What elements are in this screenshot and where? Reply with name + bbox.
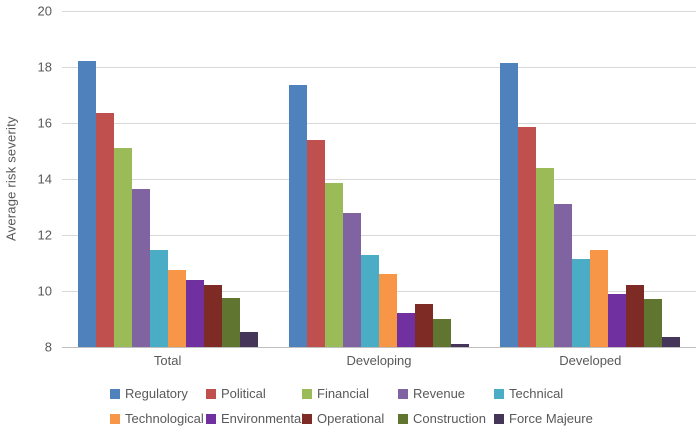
bar-construction-developed bbox=[644, 299, 663, 347]
bar-operational-developing bbox=[414, 303, 433, 347]
legend-grid: Regulatory Political Financial Revenue Techn… bbox=[110, 386, 593, 426]
legend-item-revenue: Revenue bbox=[398, 386, 494, 401]
bar-force-majeure-developing bbox=[450, 344, 469, 347]
bar-technical-developing bbox=[360, 254, 379, 347]
bar-environmental-total bbox=[185, 279, 204, 347]
bar-political-developed bbox=[518, 127, 537, 347]
bar-political-developing bbox=[306, 139, 325, 347]
bar-regulatory-developed bbox=[500, 62, 519, 347]
bar-environmental-developing bbox=[396, 313, 415, 347]
bar-force-majeure-total bbox=[239, 331, 258, 347]
y-tick-label: 8 bbox=[44, 339, 52, 355]
bar-group-total bbox=[62, 11, 273, 347]
legend-swatch-icon bbox=[206, 413, 216, 424]
legend-item-political: Political bbox=[206, 386, 302, 401]
legend-label: Operational bbox=[317, 411, 385, 426]
legend-item-operational: Operational bbox=[302, 411, 398, 426]
legend-swatch-icon bbox=[110, 388, 120, 399]
legend-label: Regulatory bbox=[125, 386, 188, 401]
legend-item-technological: Technological bbox=[110, 411, 206, 426]
gridline bbox=[62, 123, 696, 124]
bar-operational-developed bbox=[626, 285, 645, 347]
legend-label: Environmental bbox=[221, 411, 305, 426]
y-tick-label: 10 bbox=[37, 283, 52, 299]
legend-swatch-icon bbox=[302, 388, 312, 399]
legend-swatch-icon bbox=[302, 413, 312, 424]
bar-revenue-developed bbox=[554, 204, 573, 347]
legend-swatch-icon bbox=[206, 388, 216, 399]
legend-label: Financial bbox=[317, 386, 370, 401]
bar-force-majeure-developed bbox=[662, 337, 681, 347]
bar-regulatory-total bbox=[77, 61, 96, 347]
y-axis-labels: 20 18 16 14 12 10 8 bbox=[0, 4, 52, 355]
bar-revenue-total bbox=[131, 188, 150, 347]
y-tick-label: 18 bbox=[37, 59, 52, 75]
legend-item-force-majeure: Force Majeure bbox=[494, 411, 593, 426]
bar-revenue-developing bbox=[342, 212, 361, 347]
bar-environmental-developed bbox=[608, 293, 627, 347]
bar-financial-total bbox=[113, 148, 132, 347]
gridline bbox=[62, 67, 696, 68]
legend-label: Political bbox=[221, 386, 266, 401]
legend-label: Force Majeure bbox=[509, 411, 593, 426]
bar-technological-total bbox=[167, 270, 186, 347]
bar-group-developing bbox=[273, 11, 484, 347]
gridline bbox=[62, 347, 696, 348]
bar-construction-total bbox=[221, 298, 240, 347]
legend-label: Technical bbox=[509, 386, 564, 401]
legend-item-regulatory: Regulatory bbox=[110, 386, 206, 401]
gridline bbox=[62, 235, 696, 236]
legend-label: Technological bbox=[125, 411, 204, 426]
x-axis-labels: Total Developing Developed bbox=[62, 353, 696, 368]
bar-regulatory-developing bbox=[288, 85, 307, 347]
category-label-developing: Developing bbox=[346, 353, 412, 368]
y-tick-label: 20 bbox=[37, 3, 52, 19]
bar-group-developed bbox=[485, 11, 696, 347]
bar-technical-total bbox=[149, 250, 168, 347]
bar-construction-developing bbox=[432, 319, 451, 347]
bar-operational-total bbox=[203, 285, 222, 347]
gridline bbox=[62, 179, 696, 180]
legend-swatch-icon bbox=[398, 388, 408, 399]
y-tick-label: 12 bbox=[37, 227, 52, 243]
bar-financial-developing bbox=[324, 183, 343, 347]
gridline bbox=[62, 11, 696, 12]
plot-area bbox=[62, 11, 696, 348]
legend-item-environmental: Environmental bbox=[206, 411, 305, 426]
bar-technological-developed bbox=[590, 250, 609, 347]
bar-groups bbox=[62, 11, 696, 347]
legend-item-technical: Technical bbox=[494, 386, 590, 401]
legend-item-construction: Construction bbox=[398, 411, 494, 426]
y-tick-label: 14 bbox=[37, 171, 52, 187]
legend-label: Revenue bbox=[413, 386, 466, 401]
legend-swatch-icon bbox=[494, 413, 504, 424]
legend-swatch-icon bbox=[398, 413, 408, 424]
bar-technical-developed bbox=[572, 258, 591, 347]
legend-swatch-icon bbox=[110, 413, 120, 424]
legend-swatch-icon bbox=[494, 388, 504, 399]
legend-label: Construction bbox=[413, 411, 486, 426]
category-label-total: Total bbox=[153, 353, 182, 368]
bar-financial-developed bbox=[536, 167, 555, 347]
bar-political-total bbox=[95, 113, 114, 347]
y-tick-label: 16 bbox=[37, 115, 52, 131]
category-label-developed: Developed bbox=[559, 353, 622, 368]
legend-item-financial: Financial bbox=[302, 386, 398, 401]
legend: Regulatory Political Financial Revenue Techn… bbox=[0, 386, 700, 426]
bar-technological-developing bbox=[378, 274, 397, 347]
